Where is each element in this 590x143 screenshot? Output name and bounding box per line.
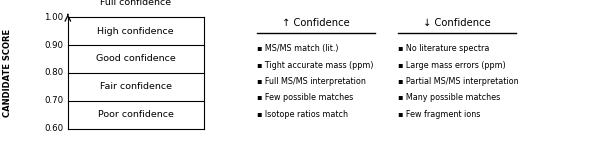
Text: Good confidence: Good confidence: [96, 54, 176, 63]
Text: 0.60: 0.60: [44, 124, 63, 133]
Text: ▪ Many possible matches: ▪ Many possible matches: [398, 94, 500, 102]
Text: ↓ Confidence: ↓ Confidence: [424, 18, 491, 28]
Text: ▪ No literature spectra: ▪ No literature spectra: [398, 44, 490, 53]
Text: ▪ Few fragment ions: ▪ Few fragment ions: [398, 110, 481, 119]
Text: 0.90: 0.90: [44, 41, 63, 49]
Text: High confidence: High confidence: [97, 27, 174, 36]
Text: 0.70: 0.70: [44, 96, 63, 105]
Text: Fair confidence: Fair confidence: [100, 82, 172, 91]
Text: CANDIDATE SCORE: CANDIDATE SCORE: [3, 29, 12, 117]
Text: ▪ Few possible matches: ▪ Few possible matches: [257, 94, 353, 102]
Text: 1.00: 1.00: [44, 13, 63, 22]
Text: Full confidence: Full confidence: [100, 0, 171, 7]
Text: Poor confidence: Poor confidence: [98, 110, 173, 119]
Text: ▪ Partial MS/MS interpretation: ▪ Partial MS/MS interpretation: [398, 77, 519, 86]
Text: 0.80: 0.80: [44, 68, 63, 77]
Text: ▪ MS/MS match (lit.): ▪ MS/MS match (lit.): [257, 44, 338, 53]
Text: ↑ Confidence: ↑ Confidence: [282, 18, 349, 28]
Text: ▪ Large mass errors (ppm): ▪ Large mass errors (ppm): [398, 61, 506, 69]
Text: ▪ Tight accurate mass (ppm): ▪ Tight accurate mass (ppm): [257, 61, 373, 69]
Text: ▪ Isotope ratios match: ▪ Isotope ratios match: [257, 110, 348, 119]
Text: ▪ Full MS/MS interpretation: ▪ Full MS/MS interpretation: [257, 77, 366, 86]
